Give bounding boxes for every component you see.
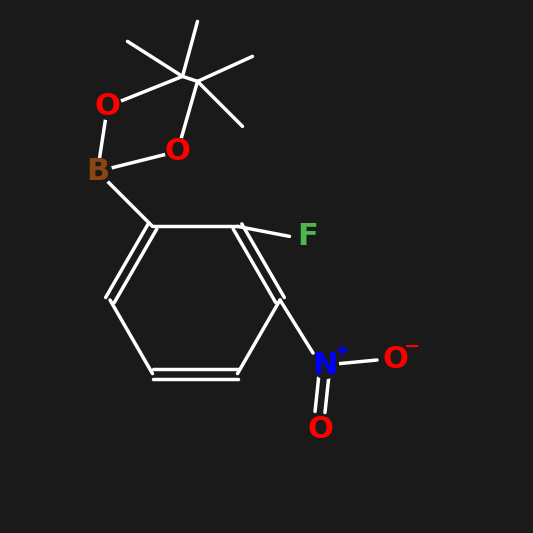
Text: +: +: [335, 342, 350, 360]
Text: O: O: [94, 92, 120, 121]
Text: O: O: [165, 137, 190, 166]
Text: B: B: [86, 157, 109, 186]
Text: O: O: [307, 416, 333, 445]
Text: O: O: [382, 345, 408, 375]
Text: −: −: [404, 336, 420, 356]
Text: F: F: [297, 222, 318, 251]
Text: N: N: [312, 351, 338, 379]
